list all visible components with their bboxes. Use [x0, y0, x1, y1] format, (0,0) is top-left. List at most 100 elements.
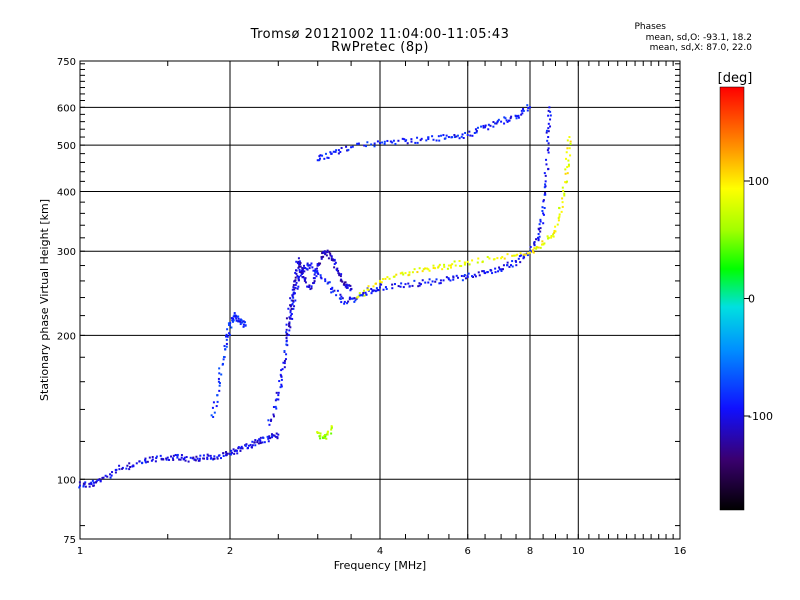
echo-point	[209, 454, 212, 457]
echo-point	[358, 292, 361, 295]
echo-point	[291, 294, 294, 297]
echo-point	[379, 142, 381, 145]
echo-point	[403, 138, 406, 141]
echo-point	[91, 479, 94, 482]
echo-point	[244, 324, 247, 327]
echo-point	[228, 323, 231, 326]
echo-point	[289, 304, 292, 307]
echo-point	[225, 333, 228, 336]
echo-point	[544, 180, 547, 183]
echo-point	[324, 253, 327, 256]
echo-point	[126, 464, 129, 467]
echo-point	[267, 419, 270, 422]
echo-point	[537, 239, 540, 242]
echo-point	[266, 435, 269, 438]
echo-point	[313, 281, 316, 284]
echo-point	[319, 154, 322, 157]
echo-point	[225, 452, 228, 455]
echo-point	[318, 155, 321, 158]
data-points	[78, 104, 572, 489]
echo-point	[462, 136, 465, 139]
echo-point	[421, 270, 424, 273]
x-tick-label: 4	[377, 546, 383, 557]
echo-point	[544, 192, 547, 195]
echo-point	[345, 284, 348, 287]
echo-point	[330, 427, 333, 430]
echo-point	[475, 131, 478, 134]
echo-point	[542, 199, 545, 202]
echo-point	[545, 129, 548, 132]
echo-point	[303, 270, 306, 273]
echo-point	[382, 288, 385, 291]
echo-point	[545, 131, 548, 134]
echo-point	[545, 158, 548, 161]
echo-point	[166, 456, 169, 459]
echo-point	[506, 253, 509, 256]
echo-point	[219, 457, 222, 460]
y-tick-label: 600	[57, 103, 76, 114]
echo-point	[333, 258, 336, 261]
echo-point	[225, 345, 228, 348]
echo-point	[406, 142, 409, 145]
echo-point	[318, 262, 321, 265]
echo-point	[517, 114, 520, 117]
colorbar-label: [deg]	[718, 71, 753, 86]
echo-point	[453, 133, 456, 136]
echo-point	[509, 264, 512, 267]
echo-point	[500, 269, 503, 272]
echo-point	[131, 465, 134, 468]
echo-point	[391, 287, 394, 290]
echo-point	[437, 265, 440, 268]
echo-point	[329, 252, 332, 255]
y-tick-label: 400	[57, 187, 76, 198]
echo-point	[237, 317, 240, 320]
echo-point	[225, 454, 228, 457]
echo-point	[281, 368, 284, 371]
echo-point	[557, 219, 560, 222]
echo-point	[283, 362, 286, 365]
echo-point	[449, 279, 452, 282]
echo-point	[216, 457, 219, 460]
echo-point	[239, 323, 242, 326]
echo-point	[267, 440, 270, 443]
echo-point	[315, 275, 318, 278]
echo-point	[354, 299, 357, 302]
echo-point	[318, 263, 321, 266]
echo-point	[291, 302, 294, 305]
echo-point	[292, 296, 295, 299]
echo-point	[558, 215, 561, 218]
echo-point	[202, 457, 205, 460]
echo-point	[331, 286, 334, 289]
echo-point	[424, 267, 427, 270]
echo-point	[314, 271, 317, 274]
echo-point	[395, 273, 398, 276]
echo-point	[503, 116, 506, 119]
echo-point	[218, 389, 221, 392]
echo-point	[477, 271, 480, 274]
echo-point	[233, 452, 236, 455]
echo-point	[170, 455, 173, 458]
echo-point	[92, 481, 95, 484]
echo-point	[174, 453, 177, 456]
echo-point	[353, 300, 356, 303]
echo-point	[322, 435, 325, 438]
echo-point	[245, 443, 248, 446]
echo-point	[556, 223, 559, 226]
echo-point	[259, 439, 262, 442]
echo-point	[159, 454, 162, 457]
echo-point	[222, 358, 225, 361]
echo-point	[373, 145, 376, 148]
echo-point	[541, 240, 544, 243]
echo-point	[325, 254, 328, 257]
echo-point	[311, 266, 314, 269]
echo-point	[251, 440, 254, 443]
echo-point	[437, 266, 440, 269]
echo-point	[315, 267, 318, 270]
echo-point	[234, 449, 237, 452]
echo-point	[506, 264, 509, 267]
echo-point	[268, 423, 271, 426]
echo-point	[463, 275, 466, 278]
echo-point	[464, 261, 467, 264]
echo-point	[322, 437, 325, 440]
echo-point	[328, 281, 331, 284]
